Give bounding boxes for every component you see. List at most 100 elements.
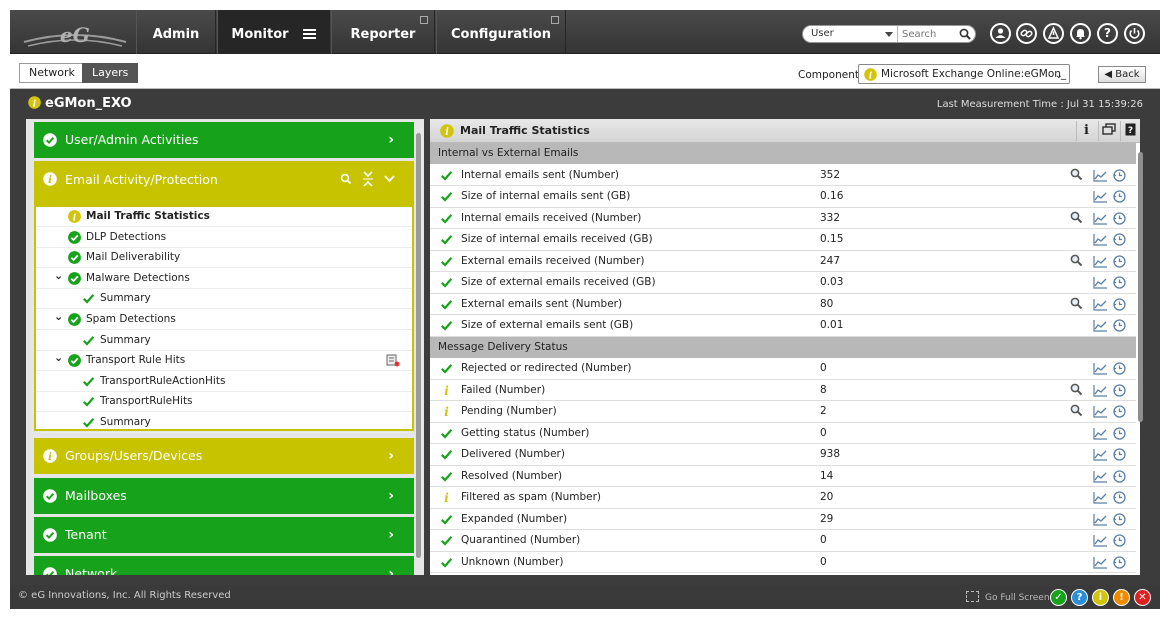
help-status-icon[interactable]: ? — [1071, 589, 1088, 606]
back-button[interactable]: ◀ Back — [1098, 66, 1146, 83]
history-icon[interactable] — [1113, 254, 1126, 276]
full-screen-button[interactable]: Go Full Screen — [966, 591, 1050, 603]
detach-window-icon[interactable] — [1098, 121, 1118, 141]
chevron-right-icon[interactable]: › — [388, 448, 394, 464]
graph-icon[interactable] — [1093, 513, 1107, 534]
test-descriptor-item[interactable]: TransportRuleHits — [36, 392, 412, 413]
graph-icon[interactable] — [1093, 470, 1107, 491]
test-descriptor-item[interactable]: Summary — [36, 413, 412, 433]
history-icon[interactable] — [1113, 534, 1126, 555]
history-icon[interactable] — [1113, 426, 1126, 448]
chevron-down-icon[interactable]: ⌄ — [54, 268, 64, 282]
tab-monitor[interactable]: Monitor — [217, 10, 330, 54]
search-scope-select[interactable]: User — [811, 28, 834, 39]
right-scrollbar[interactable] — [1138, 152, 1143, 422]
history-icon[interactable] — [1113, 276, 1126, 297]
search-input[interactable] — [897, 26, 957, 42]
graph-icon[interactable] — [1093, 534, 1107, 555]
history-icon[interactable] — [1113, 211, 1126, 233]
history-icon[interactable] — [1113, 362, 1126, 383]
chevron-down-icon[interactable]: ⌄ — [54, 310, 64, 323]
test-descriptor-item[interactable]: Summary — [36, 289, 412, 310]
test-item[interactable]: Mail Deliverability — [36, 248, 412, 269]
graph-icon[interactable] — [1093, 298, 1107, 319]
info-button-icon[interactable]: i — [1076, 121, 1096, 141]
graph-icon[interactable] — [1093, 190, 1107, 211]
left-scrollbar[interactable] — [416, 133, 421, 558]
detailed-diagnosis-icon[interactable] — [1070, 254, 1083, 275]
info-status-icon[interactable]: i — [1092, 589, 1109, 606]
history-icon[interactable] — [1113, 448, 1126, 469]
graph-icon[interactable] — [1093, 362, 1107, 383]
alarm-icon[interactable] — [1043, 23, 1064, 44]
user-icon[interactable] — [990, 23, 1011, 44]
tab-admin[interactable]: Admin — [136, 10, 216, 54]
chevron-right-icon[interactable]: › — [388, 488, 394, 504]
test-descriptor-item[interactable]: TransportRuleActionHits — [36, 372, 412, 392]
test-item[interactable]: ⌄ Malware Detections — [36, 269, 412, 289]
graph-icon[interactable] — [1093, 169, 1107, 190]
chevron-down-icon[interactable] — [885, 32, 893, 37]
chevron-down-icon[interactable]: ⌄ — [54, 351, 64, 365]
bell-icon[interactable] — [1070, 23, 1091, 44]
chevron-right-icon[interactable]: › — [388, 527, 394, 543]
graph-icon[interactable] — [1093, 384, 1107, 405]
power-icon[interactable] — [1124, 23, 1145, 44]
detailed-diagnosis-icon[interactable] — [1070, 383, 1083, 404]
history-icon[interactable] — [1113, 190, 1126, 211]
history-icon[interactable] — [1113, 319, 1126, 340]
search-icon[interactable] — [340, 173, 352, 185]
component-select[interactable]: i Microsoft Exchange Online:eGMon_ ⌄ — [858, 64, 1070, 84]
warning-status-icon[interactable]: ! — [1113, 589, 1130, 606]
chevron-right-icon[interactable]: › — [388, 132, 394, 148]
test-descriptor-item[interactable]: Summary — [36, 331, 412, 351]
search-icon[interactable] — [959, 28, 971, 40]
test-item[interactable]: DLP Detections — [36, 228, 412, 248]
graph-icon[interactable] — [1093, 276, 1107, 297]
graph-icon[interactable] — [1093, 427, 1107, 448]
tab-layers[interactable]: Layers — [82, 63, 139, 83]
layer-groups-users-devices[interactable]: i Groups/Users/Devices › — [34, 438, 414, 474]
collapse-all-icon[interactable] — [362, 170, 374, 188]
graph-icon[interactable] — [1093, 556, 1107, 576]
test-item[interactable]: ⌄ Spam Detections — [36, 310, 412, 330]
detailed-diagnosis-icon[interactable] — [1070, 211, 1083, 232]
chevron-down-icon[interactable] — [384, 175, 395, 183]
detailed-diagnosis-icon[interactable] — [1070, 297, 1083, 318]
history-icon[interactable] — [1113, 555, 1126, 576]
layer-network[interactable]: Network › — [34, 556, 414, 575]
history-icon[interactable] — [1113, 405, 1126, 426]
history-icon[interactable] — [1113, 512, 1126, 534]
test-item[interactable]: ⌄ Transport Rule Hits — [36, 351, 412, 374]
critical-status-icon[interactable]: ✕ — [1134, 589, 1151, 606]
graph-icon[interactable] — [1093, 255, 1107, 276]
tab-network[interactable]: Network — [19, 63, 85, 83]
graph-icon[interactable] — [1093, 448, 1107, 469]
layer-mailboxes[interactable]: Mailboxes › — [34, 478, 414, 514]
eg-logo[interactable]: eG — [20, 16, 130, 50]
history-icon[interactable] — [1113, 297, 1126, 319]
menu-icon[interactable] — [302, 28, 316, 39]
layer-tenant[interactable]: Tenant › — [34, 517, 414, 553]
history-icon[interactable] — [1113, 233, 1126, 254]
graph-icon[interactable] — [1093, 405, 1107, 426]
ok-status-icon[interactable]: ✓ — [1050, 589, 1067, 606]
test-item[interactable]: i Mail Traffic Statistics — [36, 207, 412, 227]
edit-settings-icon[interactable] — [386, 354, 400, 374]
graph-icon[interactable] — [1093, 233, 1107, 254]
layer-user-admin-activities[interactable]: User/Admin Activities › — [34, 122, 414, 158]
history-icon[interactable] — [1113, 383, 1126, 405]
history-icon[interactable] — [1113, 469, 1126, 491]
detailed-diagnosis-icon[interactable] — [1070, 404, 1083, 425]
chevron-right-icon[interactable]: › — [388, 566, 394, 575]
graph-icon[interactable] — [1093, 212, 1107, 233]
graph-icon[interactable] — [1093, 491, 1107, 512]
chevron-down-icon[interactable]: ⌄ — [1054, 70, 1063, 81]
help-icon[interactable]: ? — [1097, 23, 1118, 44]
tab-reporter[interactable]: Reporter — [331, 10, 435, 54]
graph-icon[interactable] — [1093, 319, 1107, 340]
link-icon[interactable] — [1016, 23, 1037, 44]
detailed-diagnosis-icon[interactable] — [1070, 168, 1083, 189]
history-icon[interactable] — [1113, 168, 1126, 190]
help-icon[interactable]: ? — [1120, 121, 1140, 141]
